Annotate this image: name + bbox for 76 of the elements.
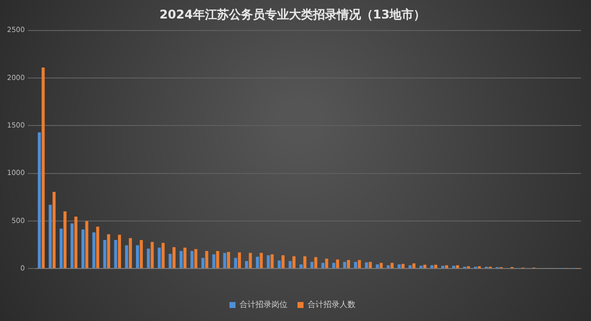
bar [74,216,78,268]
bar [390,262,394,268]
bar [266,255,270,268]
bar [398,264,401,268]
bar [103,240,106,268]
bar [158,248,161,268]
bar [325,258,328,268]
bar [248,252,252,268]
bar [321,262,324,268]
bar [303,256,306,268]
bar [92,232,96,268]
bar [376,264,379,268]
bar [42,68,45,268]
bar [227,252,230,268]
bar [125,245,128,268]
bar [314,257,318,268]
bar [150,242,154,268]
bar [136,245,140,268]
bar [412,263,416,268]
bar [336,260,340,268]
bar [223,252,226,268]
bar [368,262,372,268]
bar [278,260,281,268]
bar [364,262,368,268]
bar [172,247,176,268]
bar [60,228,63,268]
legend-label: 合计招录人数 [308,300,356,310]
bar [401,264,405,268]
bar [183,248,186,268]
bar [140,240,143,268]
bar [85,220,88,268]
bar [128,238,132,268]
bar [194,249,198,268]
bar [358,260,361,268]
bar [300,264,303,268]
bar [190,250,194,268]
bar [201,258,204,268]
bar [38,132,41,268]
bar [180,250,183,268]
bar [212,254,216,268]
bar [292,256,296,268]
bar [282,255,285,268]
bar [288,260,292,268]
bar [343,262,346,268]
bar [162,242,165,268]
bar [452,266,456,268]
bar [423,264,426,268]
bar [332,262,336,268]
bar [354,262,358,268]
bar [70,223,74,268]
bar [234,258,238,268]
bar [63,211,67,268]
bar [419,266,423,268]
bar [146,248,150,268]
bar [441,266,444,268]
chart-title: 2024年江苏公务员专业大类招录情况（13地市） [159,7,426,22]
bar [245,260,248,268]
bar [52,192,56,268]
bar [96,226,100,268]
bar [216,250,220,268]
bar [107,234,110,268]
bar [238,252,241,268]
bar [270,254,274,268]
bar [260,252,263,268]
bar [346,260,350,268]
bar [310,262,314,268]
bar [114,240,118,268]
bar [118,234,122,268]
bar [81,230,84,268]
bar [256,256,259,268]
bar [434,264,438,268]
bar [168,254,172,268]
bar [48,204,52,268]
bar [205,250,208,268]
bar [380,262,383,268]
legend-label: 合计招录岗位 [240,300,288,310]
